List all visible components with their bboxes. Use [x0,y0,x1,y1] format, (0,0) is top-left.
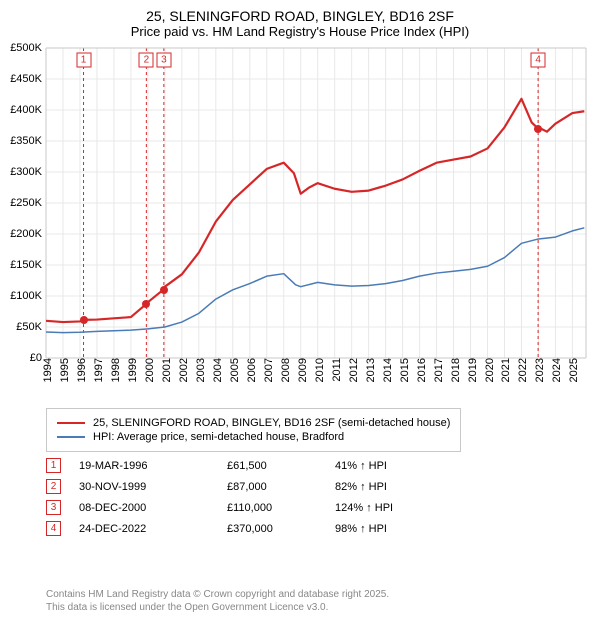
legend: 25, SLENINGFORD ROAD, BINGLEY, BD16 2SF … [46,408,461,452]
x-tick-label: 2001 [157,358,173,382]
legend-swatch-icon [57,422,85,424]
x-tick-label: 2010 [310,358,326,382]
x-tick-label: 2007 [259,358,275,382]
y-tick-label: £300K [10,166,46,178]
x-tick-label: 2018 [446,358,462,382]
x-tick-label: 2000 [140,358,156,382]
transaction-price: £370,000 [227,523,317,535]
x-tick-label: 2006 [242,358,258,382]
marker-dot-icon [80,316,88,324]
y-tick-label: £450K [10,73,46,85]
transaction-marker [534,125,542,133]
chart-lines [46,48,586,358]
transaction-number-box: 1 [46,458,61,473]
x-tick-label: 1999 [123,358,139,382]
x-tick-label: 1996 [72,358,88,382]
transaction-price: £110,000 [227,502,317,514]
transaction-date: 08-DEC-2000 [79,502,209,514]
chart-area: £0£50K£100K£150K£200K£250K£300K£350K£400… [46,48,586,358]
marker-number-box: 1 [76,53,91,68]
x-tick-label: 2019 [463,358,479,382]
transaction-date: 24-DEC-2022 [79,523,209,535]
transaction-pct: 124% ↑ HPI [335,502,435,514]
transaction-marker [142,300,150,308]
x-tick-label: 1998 [106,358,122,382]
transaction-pct: 41% ↑ HPI [335,460,435,472]
x-tick-label: 2013 [361,358,377,382]
legend-swatch-icon [57,436,85,438]
transaction-pct: 82% ↑ HPI [335,481,435,493]
transaction-marker [80,316,88,324]
y-tick-label: £500K [10,42,46,54]
marker-dot-icon [534,125,542,133]
transactions-table: 1 19-MAR-1996 £61,500 41% ↑ HPI 2 30-NOV-1999… [46,452,435,542]
y-tick-label: £200K [10,228,46,240]
marker-number-box: 2 [139,53,154,68]
y-tick-label: £150K [10,259,46,271]
x-tick-label: 2024 [547,358,563,382]
y-tick-label: £250K [10,197,46,209]
transaction-price: £61,500 [227,460,317,472]
x-tick-label: 1994 [38,358,54,382]
x-tick-label: 2004 [208,358,224,382]
transaction-row: 4 24-DEC-2022 £370,000 98% ↑ HPI [46,521,435,536]
transaction-row: 3 08-DEC-2000 £110,000 124% ↑ HPI [46,500,435,515]
x-tick-label: 2017 [429,358,445,382]
x-tick-label: 2002 [174,358,190,382]
x-tick-label: 2012 [344,358,360,382]
chart-subtitle: Price paid vs. HM Land Registry's House … [0,24,600,45]
transaction-number-box: 2 [46,479,61,494]
legend-item: 25, SLENINGFORD ROAD, BINGLEY, BD16 2SF … [57,417,450,429]
transaction-price: £87,000 [227,481,317,493]
footer-attribution: Contains HM Land Registry data © Crown c… [46,588,389,614]
x-tick-label: 2005 [225,358,241,382]
marker-dot-icon [142,300,150,308]
transaction-pct: 98% ↑ HPI [335,523,435,535]
chart-title: 25, SLENINGFORD ROAD, BINGLEY, BD16 2SF [0,0,600,24]
x-tick-label: 2023 [530,358,546,382]
transaction-number-box: 3 [46,500,61,515]
legend-label: HPI: Average price, semi-detached house,… [93,431,344,443]
legend-label: 25, SLENINGFORD ROAD, BINGLEY, BD16 2SF … [93,417,450,429]
marker-number-box: 4 [531,53,546,68]
x-tick-label: 2022 [513,358,529,382]
x-tick-label: 1995 [55,358,71,382]
x-tick-label: 2016 [412,358,428,382]
x-tick-label: 2008 [276,358,292,382]
chart-container: 25, SLENINGFORD ROAD, BINGLEY, BD16 2SF … [0,0,600,620]
y-tick-label: £400K [10,104,46,116]
footer-line2: This data is licensed under the Open Gov… [46,601,389,614]
transaction-marker [160,286,168,294]
x-tick-label: 2021 [496,358,512,382]
x-tick-label: 2003 [191,358,207,382]
x-tick-label: 2014 [378,358,394,382]
x-tick-label: 2009 [293,358,309,382]
y-tick-label: £50K [16,321,46,333]
transaction-row: 2 30-NOV-1999 £87,000 82% ↑ HPI [46,479,435,494]
marker-dot-icon [160,286,168,294]
y-tick-label: £100K [10,290,46,302]
footer-line1: Contains HM Land Registry data © Crown c… [46,588,389,601]
transaction-row: 1 19-MAR-1996 £61,500 41% ↑ HPI [46,458,435,473]
transaction-number-box: 4 [46,521,61,536]
x-tick-label: 2020 [480,358,496,382]
transaction-date: 19-MAR-1996 [79,460,209,472]
x-tick-label: 2015 [395,358,411,382]
legend-item: HPI: Average price, semi-detached house,… [57,431,450,443]
x-tick-label: 1997 [89,358,105,382]
x-tick-label: 2025 [564,358,580,382]
y-tick-label: £350K [10,135,46,147]
transaction-date: 30-NOV-1999 [79,481,209,493]
x-tick-label: 2011 [327,358,343,382]
marker-number-box: 3 [156,53,171,68]
